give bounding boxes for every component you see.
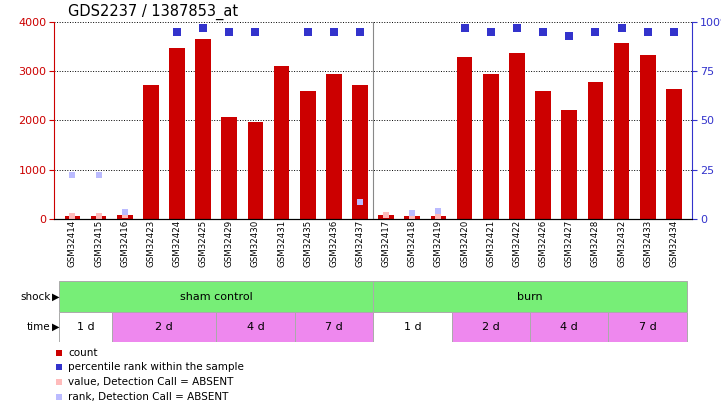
Bar (373, 281, 687, 312)
Bar (404, 216, 420, 219)
Text: 4 d: 4 d (247, 322, 265, 332)
Bar (352, 85, 368, 219)
Bar (562, 110, 577, 219)
Bar (483, 74, 499, 219)
Bar (530, 312, 609, 342)
Bar (457, 57, 472, 219)
Bar (195, 39, 211, 219)
Bar (588, 82, 603, 219)
Bar (430, 216, 446, 219)
Text: sham control: sham control (180, 292, 252, 302)
Bar (91, 216, 107, 219)
Bar (666, 89, 681, 219)
Bar (59, 281, 373, 312)
Text: 1 d: 1 d (404, 322, 421, 332)
Text: rank, Detection Call = ABSENT: rank, Detection Call = ABSENT (68, 392, 229, 402)
Text: GDS2237 / 1387853_at: GDS2237 / 1387853_at (68, 4, 239, 20)
Text: shock: shock (20, 292, 50, 302)
Bar (326, 74, 342, 219)
Bar (300, 91, 316, 219)
Bar (221, 117, 237, 219)
Bar (59, 312, 112, 342)
Text: value, Detection Call = ABSENT: value, Detection Call = ABSENT (68, 377, 234, 387)
Text: 7 d: 7 d (639, 322, 657, 332)
Text: time: time (27, 322, 50, 332)
Bar (169, 48, 185, 219)
Text: burn: burn (517, 292, 543, 302)
Text: 1 d: 1 d (76, 322, 94, 332)
Bar (65, 216, 80, 219)
Bar (295, 312, 373, 342)
Bar (216, 312, 295, 342)
Text: percentile rank within the sample: percentile rank within the sample (68, 362, 244, 373)
Bar (112, 312, 216, 342)
Text: count: count (68, 348, 97, 358)
Text: ▶: ▶ (52, 292, 59, 302)
Bar (373, 312, 451, 342)
Text: ▶: ▶ (52, 322, 59, 332)
Bar (509, 53, 525, 219)
Bar (117, 215, 133, 219)
Text: 2 d: 2 d (482, 322, 500, 332)
Bar (640, 55, 655, 219)
Text: 7 d: 7 d (325, 322, 342, 332)
Bar (535, 91, 551, 219)
Bar (451, 312, 530, 342)
Bar (143, 85, 159, 219)
Bar (379, 215, 394, 219)
Bar (609, 312, 687, 342)
Bar (274, 66, 289, 219)
Text: 4 d: 4 d (560, 322, 578, 332)
Bar (247, 122, 263, 219)
Text: 2 d: 2 d (155, 322, 173, 332)
Bar (614, 43, 629, 219)
